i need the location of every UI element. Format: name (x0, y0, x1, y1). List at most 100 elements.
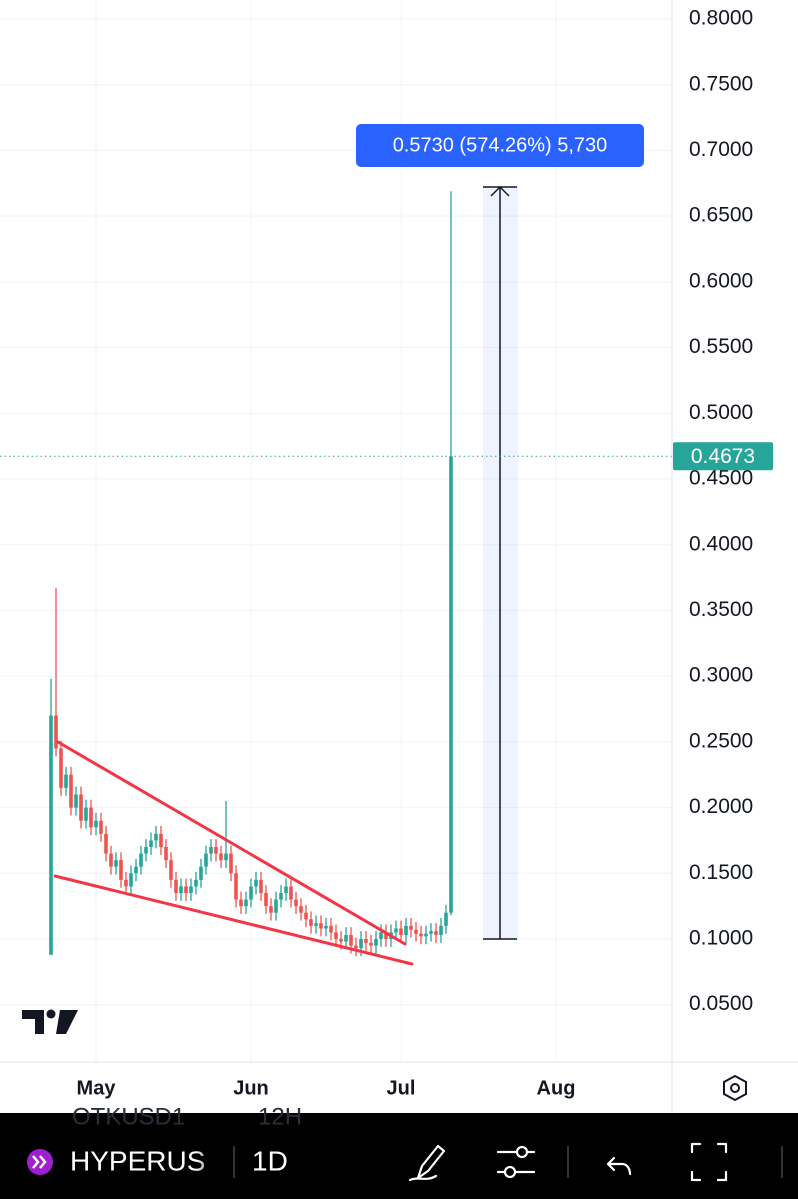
y-tick-label: 0.7500 (689, 72, 753, 95)
toolbar (0, 1113, 798, 1199)
settings-icon-center (730, 1083, 740, 1093)
candle-body (404, 925, 408, 936)
candle-body (174, 879, 178, 893)
last-price-label: 0.4673 (691, 445, 755, 468)
candle-body (49, 715, 53, 955)
candle-body (304, 912, 308, 920)
candle-body (399, 928, 403, 936)
y-tick-label: 0.5000 (689, 401, 753, 424)
candle-body (284, 886, 288, 893)
candle-body (409, 925, 413, 930)
candle-body (239, 899, 243, 907)
candle-body (354, 945, 358, 949)
candle-body (344, 935, 348, 942)
y-tick-label: 0.4500 (689, 467, 753, 490)
candle-body (194, 879, 198, 887)
candle-body (59, 748, 63, 788)
candle-body (289, 886, 293, 900)
candle-body (184, 886, 188, 893)
y-tick-label: 0.6000 (689, 269, 753, 292)
y-tick-label: 0.1500 (689, 861, 753, 884)
candle-body (129, 873, 133, 887)
candle-body (324, 925, 328, 929)
y-tick-label: 0.7000 (689, 138, 753, 161)
measure-label: 0.5730 (574.26%) 5,730 (393, 134, 608, 156)
candle-body (299, 906, 303, 913)
candle-body (154, 833, 158, 841)
fullscreen-icon[interactable] (690, 1142, 728, 1182)
candle-body (224, 853, 228, 861)
symbol-icon-glyph (32, 1155, 47, 1169)
candle-body (179, 886, 183, 893)
y-tick-label: 0.2000 (689, 795, 753, 818)
candle-body (439, 925, 443, 936)
candle-body (139, 853, 143, 867)
y-tick-label: 0.4000 (689, 532, 753, 555)
candle-body (149, 840, 153, 847)
candle-body (424, 933, 428, 937)
trendline (53, 874, 414, 966)
indicators-knob (503, 1165, 517, 1179)
ghost-symbol: OTKUSD1 (72, 1103, 185, 1130)
y-tick-label: 0.8000 (689, 7, 753, 30)
axes: 0.0500 0.1000 0.1500 0.2000 0.2500 0.3000 0.35… (77, 7, 773, 1099)
candle-body (144, 846, 148, 854)
candle-body (434, 931, 438, 936)
candle-body (274, 899, 278, 913)
candle-body (349, 935, 353, 946)
candle-body (209, 846, 213, 854)
candle-body (444, 912, 448, 926)
symbol-icon (27, 1149, 53, 1175)
candle-body (429, 931, 433, 934)
y-tick-label: 0.2500 (689, 729, 753, 752)
candle-body (334, 932, 338, 939)
candle-body (379, 932, 383, 939)
candle-body (374, 938, 378, 946)
candle-body (309, 919, 313, 926)
symbol-fade (196, 1140, 222, 1186)
y-tick-label: 0.3000 (689, 664, 753, 687)
candle-body (164, 846, 168, 861)
candle-body (114, 860, 118, 867)
candle-body (249, 886, 253, 900)
candle-body (269, 906, 273, 913)
candle-body (244, 899, 248, 907)
candle-body (74, 794, 78, 808)
candle-body (199, 866, 203, 880)
candle-body (294, 899, 298, 907)
candle-body (279, 892, 283, 900)
symbol[interactable]: HYPERUS (70, 1145, 205, 1176)
undo-icon[interactable] (606, 1156, 632, 1176)
candle-body (104, 833, 108, 854)
y-tick-label: 0.3500 (689, 598, 753, 621)
candle-body (204, 853, 208, 867)
candle-body (364, 938, 368, 943)
candle-body (419, 933, 423, 937)
logo (22, 1009, 78, 1034)
candle-body (214, 846, 218, 854)
x-tick-label: May (77, 1077, 117, 1099)
candle-body (94, 820, 98, 828)
candle-body (159, 833, 163, 847)
candle-body (449, 456, 453, 913)
candle-body (189, 886, 193, 893)
y-tick-label: 0.5500 (689, 335, 753, 358)
x-tick-label: Aug (537, 1077, 576, 1099)
candle-body (169, 860, 173, 880)
y-tick-label: 0.0500 (689, 992, 753, 1015)
candle-body (264, 892, 268, 907)
candle-body (359, 938, 363, 949)
draw-icon[interactable] (408, 1144, 446, 1182)
candle-body (124, 879, 128, 887)
y-tick-label: 0.1000 (689, 927, 753, 950)
candle-body (134, 866, 138, 874)
candle-body (84, 807, 88, 821)
trendline (56, 740, 407, 946)
interval[interactable]: 1D (252, 1145, 288, 1176)
candle-body (384, 932, 388, 939)
candle-body (319, 923, 323, 929)
candle-body (64, 774, 68, 788)
candle-body (329, 925, 333, 933)
settings-icon[interactable] (723, 1074, 747, 1102)
